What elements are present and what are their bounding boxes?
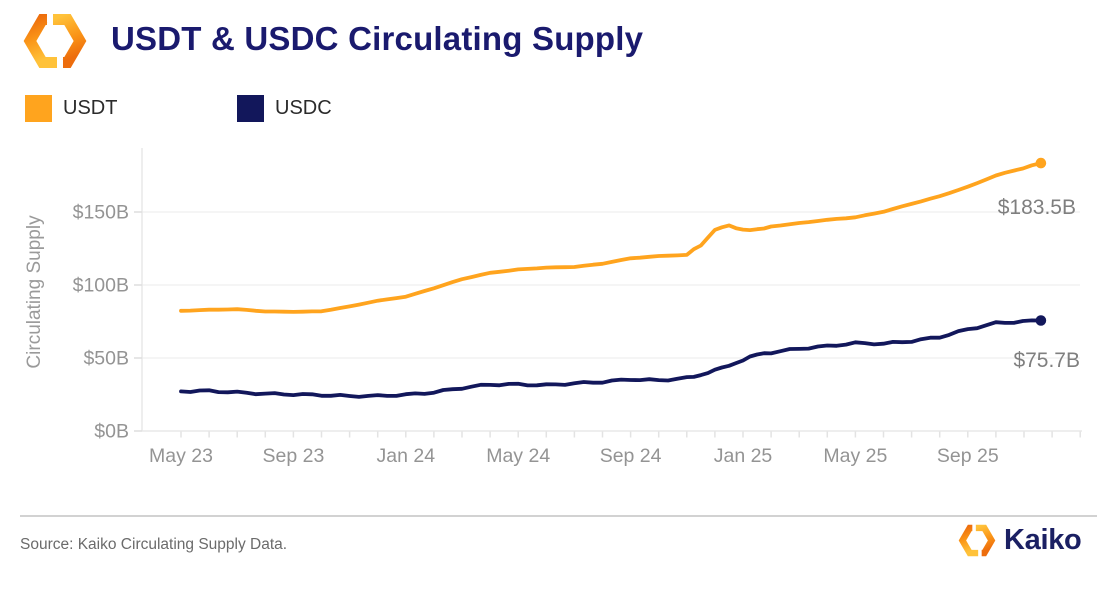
series-lines: [179, 157, 1047, 399]
source-text: Source: Kaiko Circulating Supply Data.: [20, 536, 288, 553]
y-tick-label: $0B: [94, 421, 129, 443]
x-tick-label: Sep 25: [937, 445, 999, 467]
y-tick-label: $150B: [73, 202, 129, 224]
usdc-end-dot: [1035, 315, 1047, 326]
page-title: USDT & USDC Circulating Supply: [111, 20, 644, 57]
kaiko-footer-logo-icon: [958, 524, 996, 557]
gridlines: [142, 211, 1080, 359]
axis-ticks: [134, 211, 1081, 438]
x-tick-label: May 23: [149, 445, 213, 467]
legend-item-usdc: USDC: [237, 94, 332, 122]
footer-brand: Kaiko: [958, 523, 1082, 558]
y-axis-title: Circulating Supply: [24, 215, 45, 369]
x-tick-label: Sep 23: [262, 445, 324, 467]
x-tick-label: May 24: [486, 445, 550, 467]
usdc-legend-label: USDC: [275, 96, 332, 119]
y-tick-label: $50B: [83, 348, 129, 370]
usdt-legend-label: USDT: [63, 96, 118, 119]
logo-right-chevron: [53, 14, 87, 68]
usdt-line: [179, 161, 1043, 314]
kaiko-logo-icon: [23, 14, 87, 68]
usdc-end-value-label: $75.7B: [1013, 349, 1080, 372]
axis-labels: $150B $100B $50B $0B May 23 Sep 23 Jan 24 May 2…: [73, 202, 999, 468]
kaiko-wordmark: Kaiko: [1004, 524, 1082, 556]
usdt-swatch: [25, 94, 52, 122]
usdt-end-value-label: $183.5B: [998, 196, 1076, 219]
footer-divider: [20, 515, 1097, 517]
usdc-line: [179, 318, 1043, 399]
x-tick-label: Jan 24: [377, 445, 436, 467]
legend-item-usdt: USDT: [25, 94, 117, 122]
x-tick-label: May 25: [823, 445, 887, 467]
y-tick-label: $100B: [73, 275, 129, 297]
usdc-swatch: [237, 94, 264, 122]
usdt-end-dot: [1035, 157, 1047, 169]
supply-line-chart: $150B $100B $50B $0B May 23 Sep 23 Jan 24 May 2…: [24, 148, 1082, 468]
x-tick-label: Sep 24: [600, 445, 662, 467]
logo-left-chevron: [23, 14, 57, 68]
x-tick-label: Jan 25: [714, 445, 773, 467]
